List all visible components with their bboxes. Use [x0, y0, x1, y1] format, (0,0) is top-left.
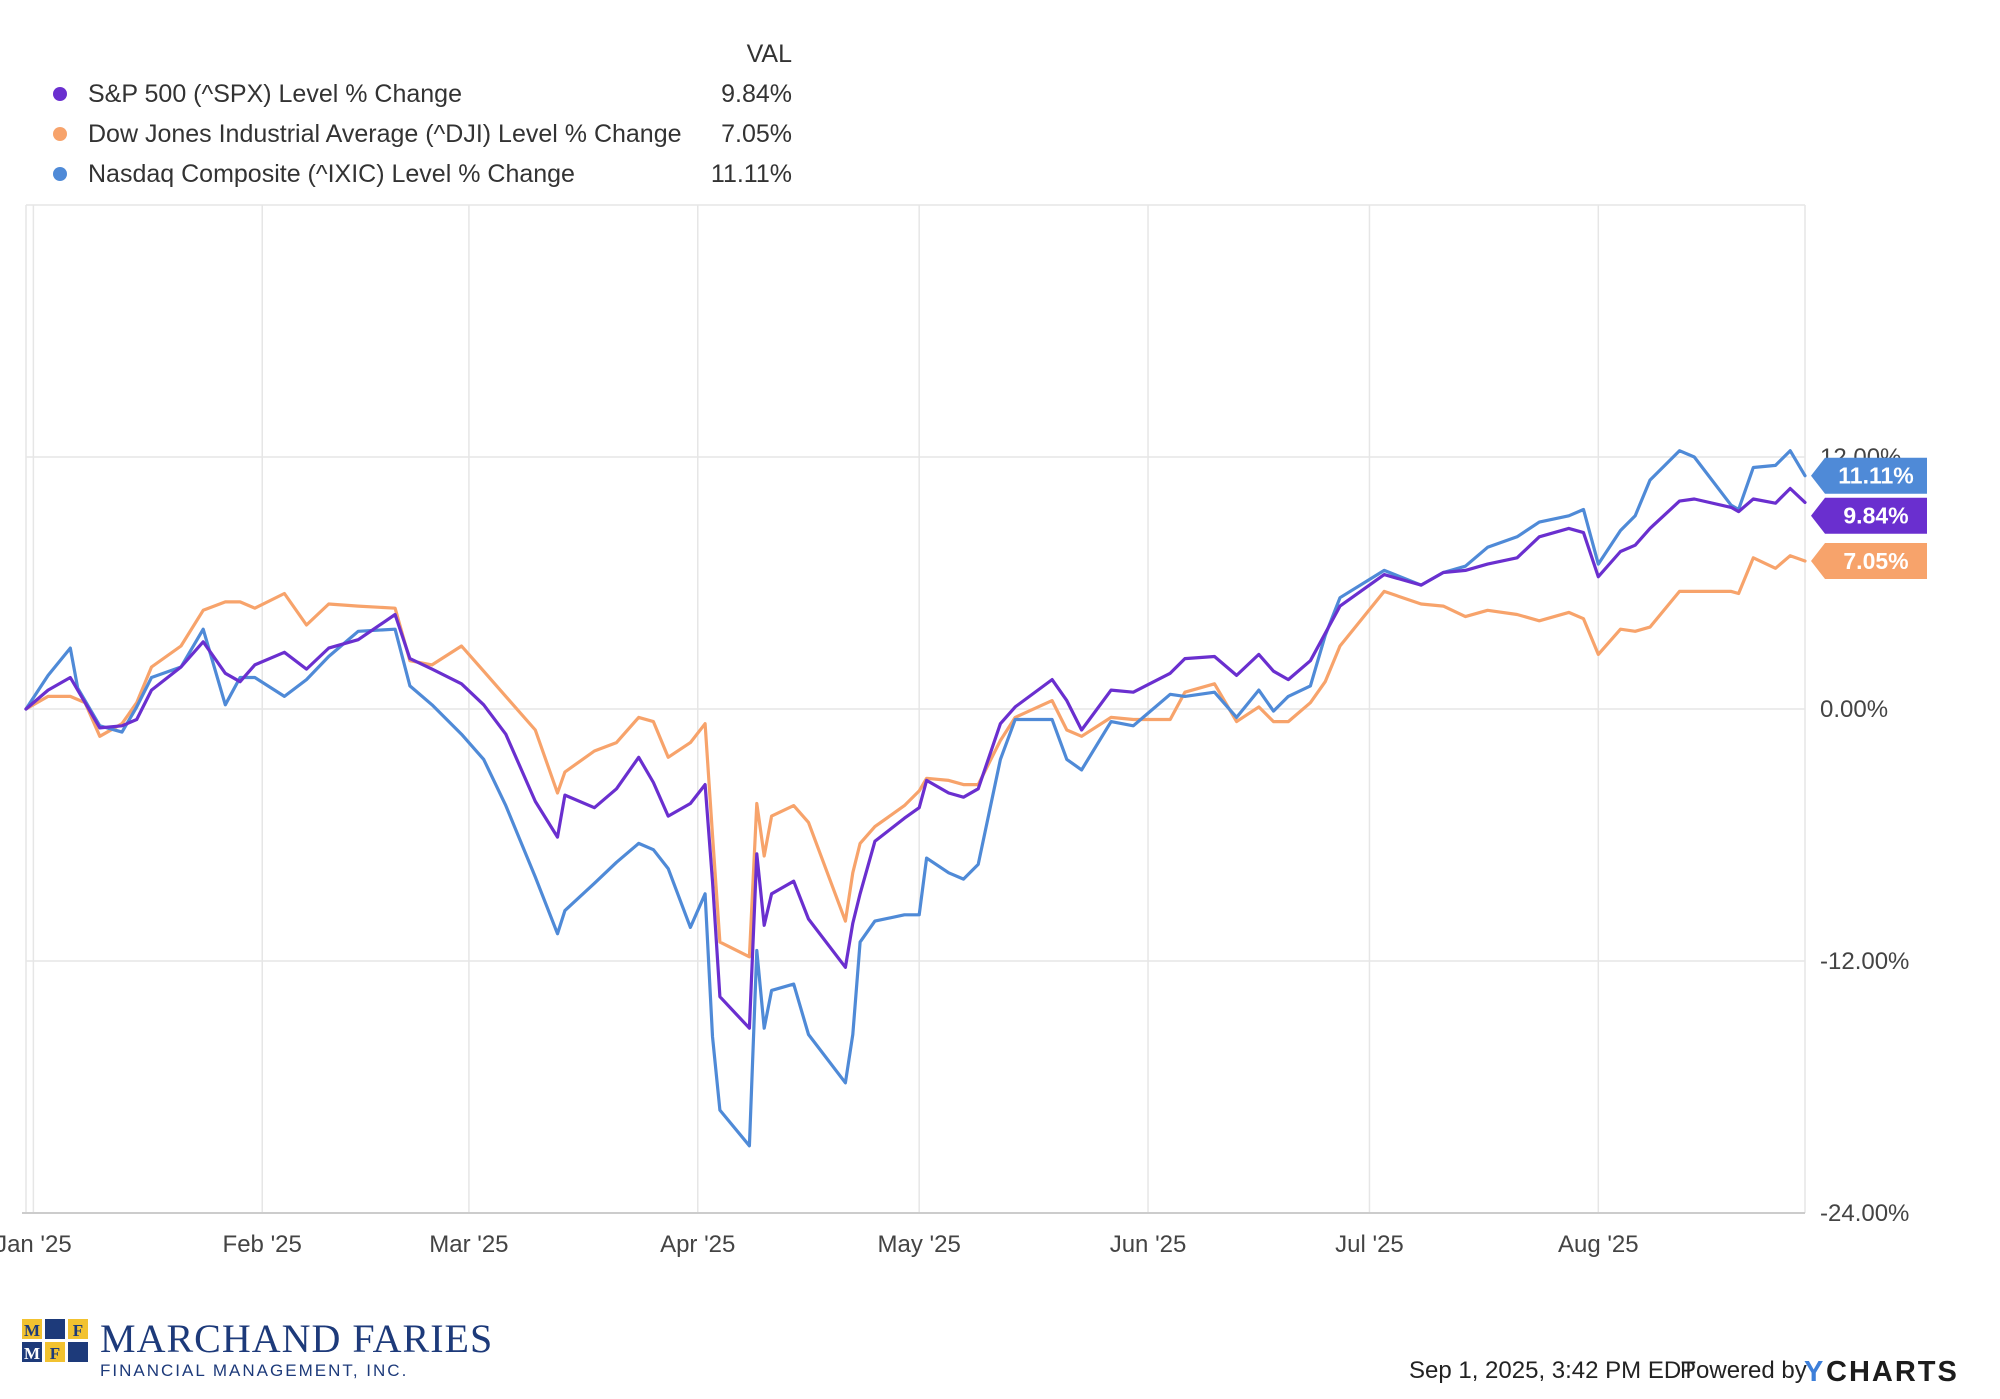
x-tick-label: Apr '25 [660, 1231, 735, 1258]
end-label-text: 11.11% [1838, 463, 1913, 489]
logo-tile-2 [45, 1319, 65, 1339]
legend-value-dji: 7.05% [721, 120, 792, 148]
legend-label-dji: Dow Jones Industrial Average (^DJI) Leve… [88, 120, 682, 148]
footer-powered-by: Powered by [1680, 1357, 1807, 1384]
legend-label-spx: S&P 500 (^SPX) Level % Change [88, 80, 462, 108]
x-tick-label: Aug '25 [1558, 1231, 1639, 1258]
logo-tile-6 [68, 1342, 88, 1362]
logo-letter-3: F [50, 1344, 60, 1363]
logo-letter-1: M [24, 1321, 40, 1340]
logo-tile-3 [68, 1319, 88, 1339]
y-tick-label: 0.00% [1820, 696, 1888, 723]
logo-letter-2: F [73, 1321, 83, 1340]
footer: Sep 1, 2025, 3:42 PM EDT Powered by Y CH… [1409, 1356, 1959, 1388]
y-tick-label: -12.00% [1820, 948, 1909, 975]
legend-value-spx: 9.84% [721, 80, 792, 108]
footer-timestamp: Sep 1, 2025, 3:42 PM EDT [1409, 1357, 1696, 1384]
spx-end-label: 9.84% [1811, 497, 1927, 534]
spx-line [24, 486, 1807, 1030]
brand-name: MARCHAND FARIES [100, 1316, 493, 1361]
legend-value-ixic: 11.11% [711, 160, 792, 188]
end-label-text: 9.84% [1843, 503, 1908, 529]
logo-letter-4: M [24, 1344, 40, 1363]
ixic-line [24, 449, 1807, 1148]
logo-tile-5 [45, 1342, 65, 1362]
dji-end-label: 7.05% [1811, 542, 1927, 579]
legend-marker-spx [53, 87, 67, 101]
legend-label-ixic: Nasdaq Composite (^IXIC) Level % Change [88, 160, 575, 188]
brand-logo: M F F M MARCHAND FARIES FINANCIAL MANAGE… [22, 1316, 493, 1380]
x-tick-label: Jul '25 [1335, 1231, 1404, 1258]
y-tick-label: -24.00% [1820, 1200, 1909, 1227]
ycharts-logo-text: CHARTS [1826, 1356, 1959, 1388]
end-value-labels: 11.11% 9.84% 7.05% [1811, 457, 1927, 579]
logo-tile-4 [22, 1342, 42, 1362]
legend-marker-dji [53, 127, 67, 141]
axes: -24.00%-12.00%0.00%12.00%Jan '25 Feb '25 M… [0, 444, 1909, 1258]
x-tick-label: Jan '25 [0, 1231, 72, 1258]
x-tick-label: Mar '25 [429, 1231, 508, 1258]
x-tick-label: May '25 [878, 1231, 961, 1258]
end-label-tag [1811, 457, 1927, 494]
series-lines [24, 449, 1807, 1148]
x-tick-label: Jun '25 [1110, 1231, 1187, 1258]
end-label-tag [1811, 542, 1927, 579]
end-label-tag [1811, 497, 1927, 534]
dji-line [24, 554, 1807, 959]
legend: VAL S&P 500 (^SPX) Level % Change 9.84% … [53, 40, 792, 188]
legend-marker-ixic [53, 167, 67, 181]
ixic-end-label: 11.11% [1811, 457, 1927, 494]
end-label-text: 7.05% [1843, 548, 1908, 574]
logo-tile-1 [22, 1319, 42, 1339]
legend-value-header: VAL [747, 40, 792, 68]
x-tick-label: Feb '25 [223, 1231, 302, 1258]
grid-lines [25, 204, 1806, 1214]
ycharts-logo-y: Y [1804, 1356, 1823, 1388]
brand-tagline: FINANCIAL MANAGEMENT, INC. [100, 1361, 408, 1380]
